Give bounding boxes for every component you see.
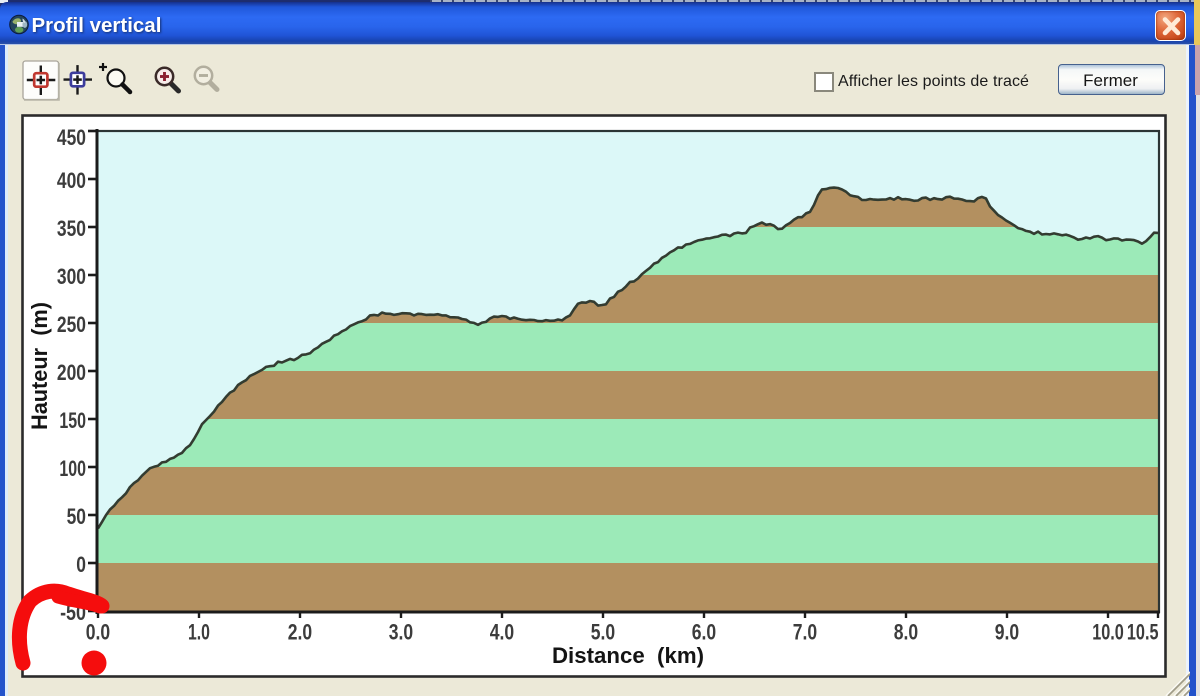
svg-text:50: 50 <box>67 504 86 529</box>
svg-text:450: 450 <box>57 125 86 150</box>
svg-text:2.0: 2.0 <box>288 620 312 645</box>
svg-text:9.0: 9.0 <box>995 620 1019 645</box>
svg-text:0: 0 <box>76 552 86 577</box>
svg-text:8.0: 8.0 <box>894 620 918 645</box>
svg-text:Distance (km): Distance (km) <box>552 643 704 668</box>
svg-text:6.0: 6.0 <box>692 620 716 645</box>
svg-text:200: 200 <box>57 360 86 385</box>
svg-text:5.0: 5.0 <box>591 620 615 645</box>
svg-text:0.0: 0.0 <box>86 620 110 645</box>
svg-text:10.5: 10.5 <box>1127 620 1159 645</box>
svg-text:10.0: 10.0 <box>1092 620 1124 645</box>
svg-text:Hauteur (m): Hauteur (m) <box>27 302 52 430</box>
svg-text:1.0: 1.0 <box>188 620 210 645</box>
svg-text:250: 250 <box>57 312 86 337</box>
svg-text:3.0: 3.0 <box>389 620 413 645</box>
svg-text:7.0: 7.0 <box>793 620 817 645</box>
svg-text:400: 400 <box>57 168 86 193</box>
svg-text:300: 300 <box>57 264 86 289</box>
svg-text:100: 100 <box>59 456 86 481</box>
svg-text:150: 150 <box>59 408 86 433</box>
svg-text:350: 350 <box>57 216 86 241</box>
svg-text:4.0: 4.0 <box>490 620 514 645</box>
